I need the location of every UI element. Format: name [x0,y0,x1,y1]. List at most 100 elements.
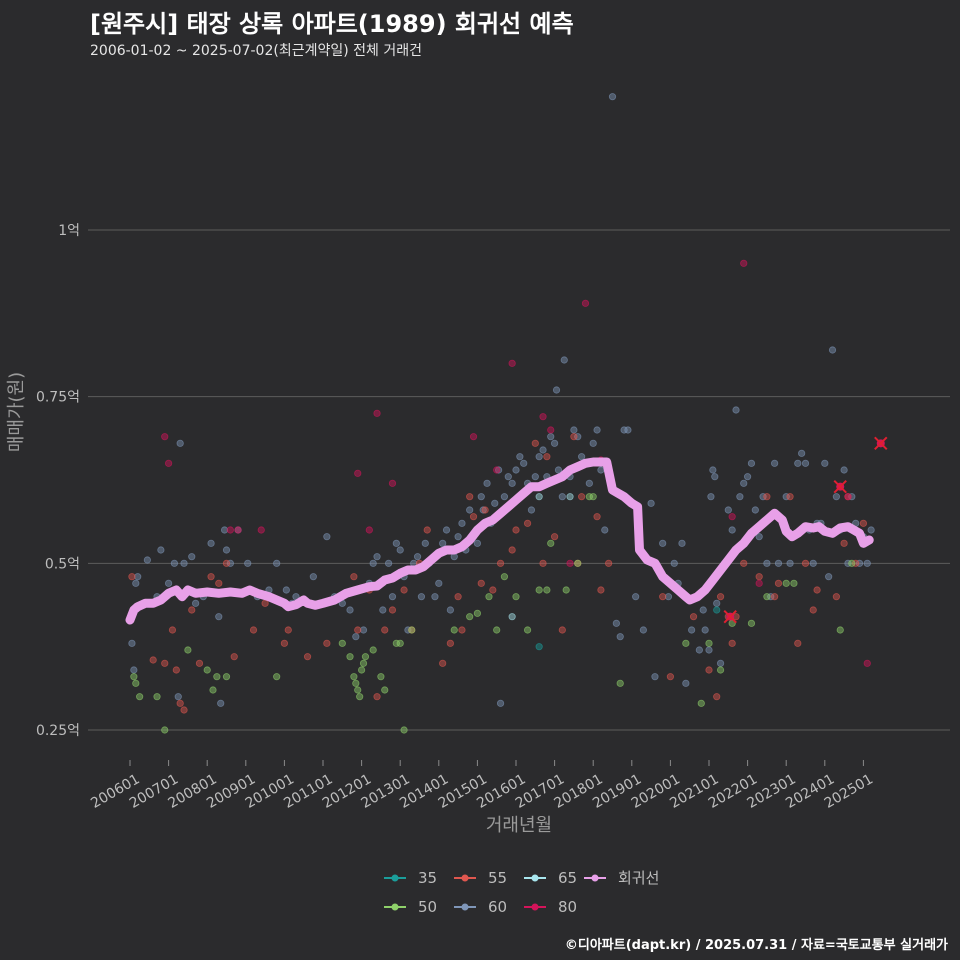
data-point-50 [466,613,474,621]
data-point-80 [755,579,763,587]
data-point-60 [801,459,810,467]
data-point-60 [713,599,721,607]
data-point-50 [473,609,481,617]
data-point-55 [195,659,204,667]
data-point-60 [716,659,725,667]
data-point-80 [388,479,397,487]
data-point-60 [504,473,512,481]
data-point-60 [570,426,578,434]
data-point-60 [550,439,559,447]
data-point-50 [222,673,231,681]
data-point-60 [500,493,509,501]
data-point-60 [535,453,543,461]
data-point-60 [421,539,429,547]
legend-item-55: 55 [454,869,507,887]
data-point-60 [759,493,767,501]
data-point-55 [230,653,238,661]
data-point-60 [782,493,790,501]
data-point-65 [508,613,516,621]
data-point-60 [659,539,667,547]
legend-key-dot [391,874,399,882]
data-point-50 [836,626,844,634]
data-point-60 [624,426,632,434]
data-point-60 [552,386,561,394]
data-point-60 [180,559,188,567]
data-point-55 [149,656,157,664]
data-point-60 [132,579,140,587]
grid-layer [88,229,950,731]
data-point-60 [558,493,566,501]
data-point-60 [767,593,775,601]
data-point-50 [493,626,501,634]
data-point-50 [562,586,570,594]
data-point-60 [664,593,673,601]
data-point-50 [377,673,385,681]
data-point-80 [234,526,242,534]
chart-subtitle: 2006-01-02 ~ 2025-07-02(최근계약일) 전체 거래건 [90,43,422,59]
data-point-60 [620,426,628,434]
data-point-55 [531,439,539,447]
data-point-55 [543,453,551,461]
data-point-55 [550,533,559,541]
data-point-50 [361,653,370,661]
data-point-55 [593,513,601,521]
forecast-marker [833,479,847,494]
data-point-80 [581,299,590,307]
data-point-60 [707,493,715,501]
data-point-60 [709,466,717,474]
data-point-60 [828,346,837,354]
data-point-60 [771,459,779,467]
legend-item-35: 35 [384,869,437,887]
data-point-60 [705,646,713,654]
data-point-55 [180,706,188,714]
data-point-50 [782,579,790,587]
data-point-55 [350,573,358,581]
data-point-60 [794,459,802,467]
data-point-55 [261,599,269,607]
data-point-50 [161,726,169,734]
data-point-50 [273,673,281,681]
data-point-50 [547,539,555,547]
legend-label: 55 [488,869,507,887]
y-tick-label: 1억 [58,223,80,239]
data-point-60 [867,526,875,534]
data-point-60 [639,626,647,634]
data-point-55 [597,586,605,594]
data-point-80 [161,433,169,441]
data-point-60 [508,479,516,487]
data-point-60 [491,499,499,507]
data-point-50 [450,626,458,634]
data-point-55 [774,579,783,587]
y-axis: 0.25억 0.5억 0.75억 1억 [36,223,80,739]
data-point-60 [608,93,617,101]
data-point-55 [859,519,868,527]
data-point-60 [751,506,759,514]
data-point-55 [381,626,389,634]
data-point-60 [574,433,582,441]
data-point-60 [531,473,539,481]
data-point-55 [303,653,312,661]
data-point-60 [786,559,794,567]
data-point-60 [207,539,215,547]
data-point-55 [481,506,489,514]
data-point-60 [170,559,178,567]
data-point-60 [369,559,377,567]
legend-item-60: 60 [454,898,507,916]
legend-item-회귀선: 회귀선 [584,869,659,887]
data-point-55 [458,626,466,634]
data-point-50 [485,593,493,601]
data-point-60 [479,506,487,514]
data-point-60 [863,559,871,567]
data-point-55 [689,613,698,621]
data-point-60 [520,459,528,467]
data-point-55 [539,559,547,567]
data-point-50 [136,693,144,701]
data-point-50 [535,586,543,594]
data-point-55 [400,586,408,594]
data-point-50 [354,686,362,694]
forecast-marker [874,436,888,451]
data-point-55 [852,559,860,567]
data-point-55 [354,626,362,634]
data-point-60 [174,693,182,701]
